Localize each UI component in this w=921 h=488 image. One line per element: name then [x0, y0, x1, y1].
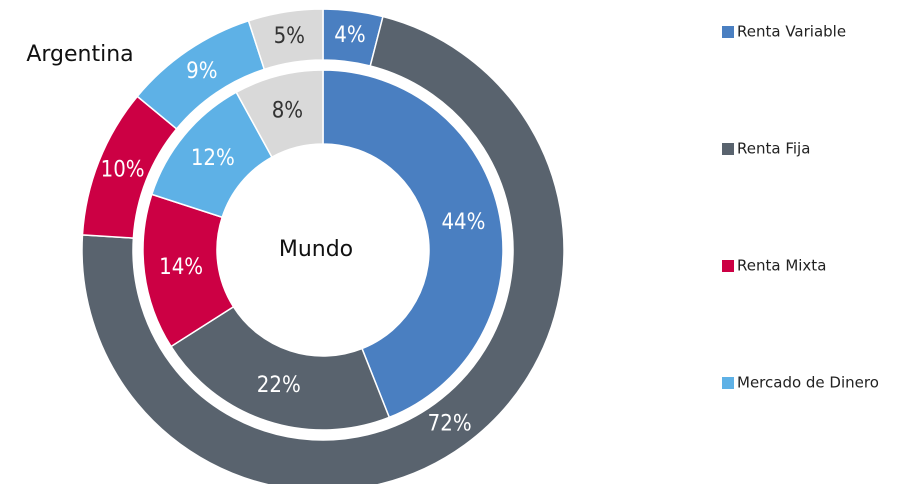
outer-ring-name: Argentina	[26, 42, 133, 67]
data-label: 4%	[334, 23, 365, 48]
legend-swatch	[722, 377, 734, 389]
slice	[81, 15, 565, 488]
data-label: 14%	[159, 255, 203, 280]
legend-label: Renta Fija	[737, 140, 810, 158]
slice	[169, 305, 391, 431]
slice	[235, 69, 324, 159]
legend-swatch	[722, 143, 734, 155]
legend-swatch	[722, 260, 734, 272]
legend-swatch	[722, 26, 734, 38]
data-label: 22%	[257, 373, 301, 398]
legend-label: Renta Mixta	[737, 257, 826, 275]
inner-ring-name: Mundo	[279, 237, 353, 262]
data-label: 8%	[272, 98, 303, 123]
data-label: 10%	[101, 158, 145, 183]
data-label: 9%	[186, 59, 217, 84]
legend-label: Mercado de Dinero	[737, 374, 879, 392]
data-label: 5%	[274, 24, 305, 49]
data-label: 44%	[441, 210, 485, 235]
data-label: 12%	[191, 146, 235, 171]
slice	[322, 69, 504, 419]
slice	[247, 8, 324, 71]
legend-label: Renta Variable	[737, 23, 846, 41]
data-label: 72%	[428, 411, 472, 436]
